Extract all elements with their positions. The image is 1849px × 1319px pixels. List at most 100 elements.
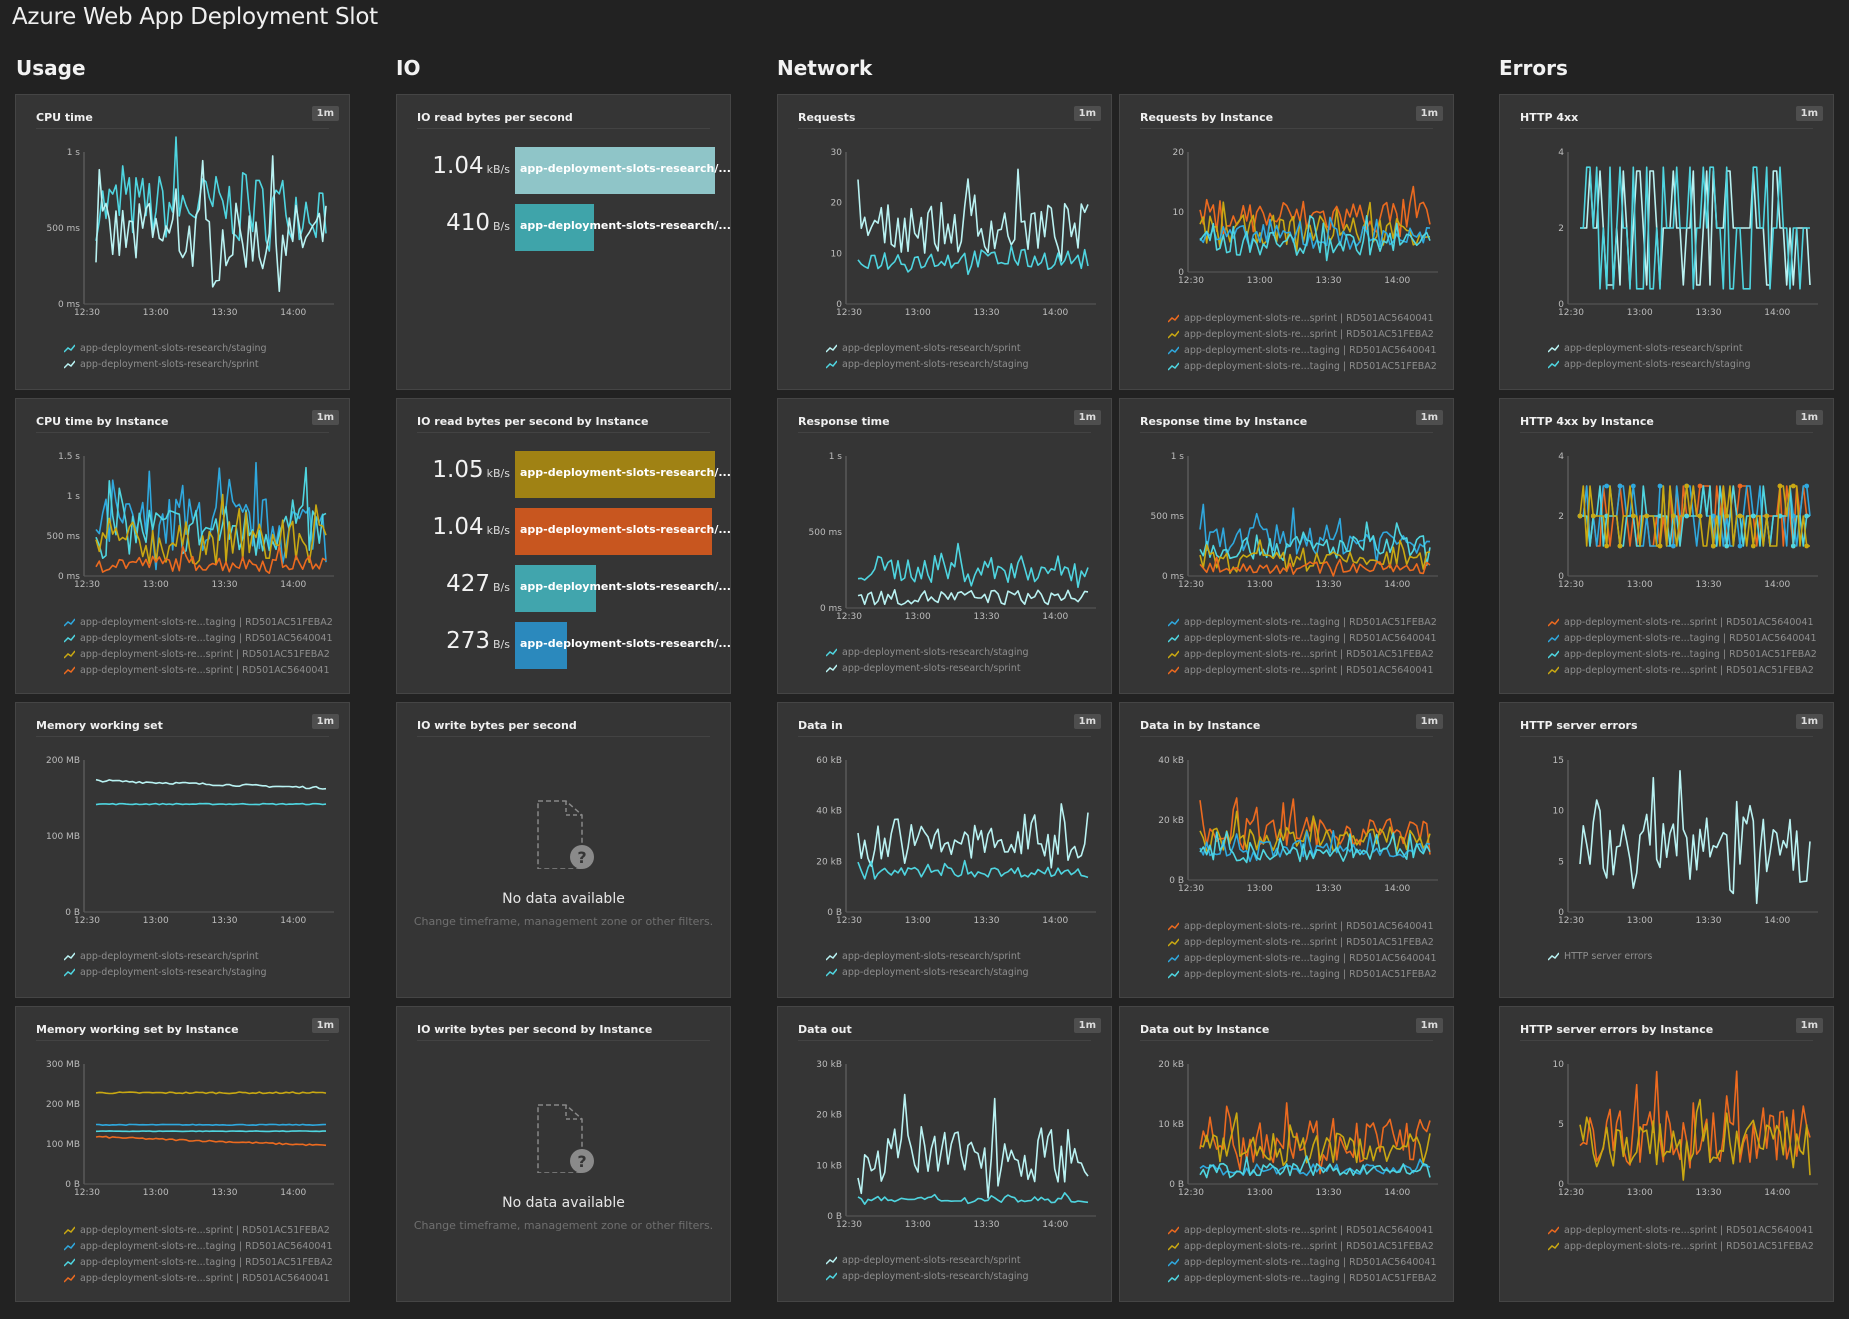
legend-item[interactable]: app-deployment-slots-re...taging | RD501… — [1168, 950, 1437, 966]
bar-row[interactable]: 427 B/s app-deployment-slots-research/... — [417, 565, 731, 612]
legend-item[interactable]: app-deployment-slots-research/sprint — [826, 1252, 1029, 1268]
timeframe-badge[interactable]: 1m — [1415, 714, 1443, 729]
timeframe-badge[interactable]: 1m — [1073, 1018, 1101, 1033]
timeframe-badge[interactable]: 1m — [1795, 714, 1823, 729]
legend-item[interactable]: app-deployment-slots-re...sprint | RD501… — [64, 1270, 333, 1286]
legend-item[interactable]: app-deployment-slots-re...sprint | RD501… — [1548, 662, 1817, 678]
legend-item[interactable]: app-deployment-slots-research/staging — [826, 356, 1029, 372]
line-chart-icon — [1168, 314, 1179, 323]
timeframe-badge[interactable]: 1m — [311, 714, 339, 729]
legend-item[interactable]: app-deployment-slots-re...taging | RD501… — [1168, 614, 1437, 630]
legend-item[interactable]: app-deployment-slots-re...sprint | RD501… — [64, 662, 333, 678]
tile-requests-by-instance[interactable]: Requests by Instance 1m 0 10 20 12:30 13:00 13:… — [1119, 94, 1454, 390]
timeframe-badge[interactable]: 1m — [1795, 410, 1823, 425]
timeframe-badge[interactable]: 1m — [1073, 106, 1101, 121]
y-tick-label: 60 kB — [816, 756, 842, 766]
tile-memory-working-set[interactable]: Memory working set 1m 0 B 100 MB 200 MB 12:30… — [15, 702, 350, 998]
tile-io-read-bytes[interactable]: IO read bytes per second 1.04 kB/s app-depl… — [396, 94, 731, 390]
bar-row[interactable]: 273 B/s app-deployment-slots-research/... — [417, 622, 731, 669]
timeframe-badge[interactable]: 1m — [1415, 410, 1443, 425]
line-chart-icon — [64, 618, 75, 627]
tile-http-4xx[interactable]: HTTP 4xx 1m 0 2 4 12:30 13:00 13:30 14:00 app-dep… — [1499, 94, 1834, 390]
legend-item[interactable]: app-deployment-slots-research/staging — [64, 340, 267, 356]
legend-item[interactable]: HTTP server errors — [1548, 948, 1652, 964]
line-chart-icon — [1168, 634, 1179, 643]
timeframe-badge[interactable]: 1m — [1415, 106, 1443, 121]
timeframe-badge[interactable]: 1m — [1073, 714, 1101, 729]
tile-io-write-bytes-by-instance[interactable]: IO write bytes per second by Instance? No… — [396, 1006, 731, 1302]
legend-item[interactable]: app-deployment-slots-re...taging | RD501… — [64, 1238, 333, 1254]
legend-item[interactable]: app-deployment-slots-re...sprint | RD501… — [1168, 934, 1437, 950]
legend-item[interactable]: app-deployment-slots-re...sprint | RD501… — [1548, 1222, 1814, 1238]
x-tick-label: 13:00 — [143, 580, 169, 590]
tile-data-in-by-instance[interactable]: Data in by Instance 1m 0 B 20 kB 40 kB 12:30 1… — [1119, 702, 1454, 998]
legend-item[interactable]: app-deployment-slots-re...taging | RD501… — [1548, 646, 1817, 662]
legend-item[interactable]: app-deployment-slots-re...sprint | RD501… — [1548, 614, 1817, 630]
tile-cpu-time-by-instance[interactable]: CPU time by Instance 1m 0 ms 500 ms 1 s 1.5 s… — [15, 398, 350, 694]
legend-item[interactable]: app-deployment-slots-research/sprint — [1548, 340, 1751, 356]
legend-item[interactable]: app-deployment-slots-re...taging | RD501… — [64, 630, 333, 646]
legend-item[interactable]: app-deployment-slots-re...taging | RD501… — [1168, 342, 1437, 358]
legend-item[interactable]: app-deployment-slots-re...sprint | RD501… — [64, 1222, 333, 1238]
tile-http-server-errors-by-instance[interactable]: HTTP server errors by Instance 1m 0 5 10 12:3… — [1499, 1006, 1834, 1302]
legend-item[interactable]: app-deployment-slots-re...sprint | RD501… — [1168, 646, 1437, 662]
tile-data-in[interactable]: Data in 1m 0 B 20 kB 40 kB 60 kB 12:30 13:00 13:… — [777, 702, 1112, 998]
bar-row[interactable]: 410 B/s app-deployment-slots-research/... — [417, 204, 731, 251]
legend-item[interactable]: app-deployment-slots-re...taging | RD501… — [1168, 1270, 1437, 1286]
tile-io-write-bytes[interactable]: IO write bytes per second? No data availa… — [396, 702, 731, 998]
y-tick-label: 200 MB — [46, 1100, 80, 1110]
tile-response-time[interactable]: Response time 1m 0 ms 500 ms 1 s 12:30 13:00 13… — [777, 398, 1112, 694]
legend-item[interactable]: app-deployment-slots-research/sprint — [826, 340, 1029, 356]
legend-item[interactable]: app-deployment-slots-re...taging | RD501… — [1548, 630, 1817, 646]
tile-http-server-errors[interactable]: HTTP server errors 1m 0 5 10 15 12:30 13:00 13:3… — [1499, 702, 1834, 998]
bar-row[interactable]: 1.04 kB/s app-deployment-slots-research/..… — [417, 147, 731, 194]
y-tick-label: 0 ms — [58, 572, 80, 582]
chart: 0 B 100 MB 200 MB 300 MB 12:30 13:00 13:30 14:0… — [46, 1060, 334, 1198]
legend-item[interactable]: app-deployment-slots-re...sprint | RD501… — [1168, 1238, 1437, 1254]
timeframe-badge[interactable]: 1m — [1795, 106, 1823, 121]
timeframe-badge[interactable]: 1m — [1415, 1018, 1443, 1033]
series-line — [95, 493, 327, 566]
series-line — [1199, 521, 1431, 566]
tile-response-time-by-instance[interactable]: Response time by Instance 1m 0 ms 500 ms 1 s… — [1119, 398, 1454, 694]
legend-item[interactable]: app-deployment-slots-research/sprint — [826, 948, 1029, 964]
legend-item[interactable]: app-deployment-slots-re...sprint | RD501… — [1168, 662, 1437, 678]
legend-item[interactable]: app-deployment-slots-re...sprint | RD501… — [64, 646, 333, 662]
line-chart-icon — [826, 968, 837, 977]
legend-item[interactable]: app-deployment-slots-research/sprint — [64, 948, 267, 964]
tile-data-out-by-instance[interactable]: Data out by Instance 1m 0 B 10 kB 20 kB 12:30… — [1119, 1006, 1454, 1302]
legend-item[interactable]: app-deployment-slots-re...taging | RD501… — [1168, 966, 1437, 982]
legend-item[interactable]: app-deployment-slots-re...sprint | RD501… — [1168, 310, 1437, 326]
legend-item[interactable]: app-deployment-slots-research/staging — [826, 644, 1029, 660]
timeframe-badge[interactable]: 1m — [311, 410, 339, 425]
legend-item[interactable]: app-deployment-slots-re...sprint | RD501… — [1548, 1238, 1814, 1254]
legend-item[interactable]: app-deployment-slots-re...sprint | RD501… — [1168, 1222, 1437, 1238]
timeframe-badge[interactable]: 1m — [311, 106, 339, 121]
timeframe-badge[interactable]: 1m — [1795, 1018, 1823, 1033]
legend-item[interactable]: app-deployment-slots-research/staging — [64, 964, 267, 980]
timeframe-badge[interactable]: 1m — [1073, 410, 1101, 425]
legend-item[interactable]: app-deployment-slots-re...taging | RD501… — [64, 1254, 333, 1270]
tile-requests[interactable]: Requests 1m 0 10 20 30 12:30 13:00 13:30 14:00 app… — [777, 94, 1112, 390]
legend-item[interactable]: app-deployment-slots-research/sprint — [64, 356, 267, 372]
legend-item[interactable]: app-deployment-slots-re...sprint | RD501… — [1168, 918, 1437, 934]
legend-label: app-deployment-slots-re...sprint | RD501… — [80, 1272, 330, 1284]
tile-memory-working-set-by-instance[interactable]: Memory working set by Instance 1m 0 B 100 M… — [15, 1006, 350, 1302]
legend-item[interactable]: app-deployment-slots-re...sprint | RD501… — [1168, 326, 1437, 342]
bar-row[interactable]: 1.05 kB/s app-deployment-slots-research/..… — [417, 451, 731, 498]
tile-http-4xx-by-instance[interactable]: HTTP 4xx by Instance 1m 0 2 4 12:30 13:00 13:30… — [1499, 398, 1834, 694]
legend-item[interactable]: app-deployment-slots-research/staging — [826, 1268, 1029, 1284]
tile-data-out[interactable]: Data out 1m 0 B 10 kB 20 kB 30 kB 12:30 13:00 13… — [777, 1006, 1112, 1302]
bar-row[interactable]: 1.04 kB/s app-deployment-slots-research/..… — [417, 508, 731, 555]
legend-item[interactable]: app-deployment-slots-research/staging — [1548, 356, 1751, 372]
legend-label: app-deployment-slots-re...taging | RD501… — [1184, 344, 1437, 356]
legend-item[interactable]: app-deployment-slots-re...taging | RD501… — [1168, 358, 1437, 374]
tile-cpu-time[interactable]: CPU time 1m 0 ms 500 ms 1 s 12:30 13:00 13:30 14… — [15, 94, 350, 390]
tile-io-read-bytes-by-instance[interactable]: IO read bytes per second by Instance 1.05… — [396, 398, 731, 694]
legend-item[interactable]: app-deployment-slots-re...taging | RD501… — [1168, 630, 1437, 646]
legend-item[interactable]: app-deployment-slots-re...taging | RD501… — [64, 614, 333, 630]
legend-item[interactable]: app-deployment-slots-research/staging — [826, 964, 1029, 980]
legend-item[interactable]: app-deployment-slots-research/sprint — [826, 660, 1029, 676]
timeframe-badge[interactable]: 1m — [311, 1018, 339, 1033]
legend-item[interactable]: app-deployment-slots-re...taging | RD501… — [1168, 1254, 1437, 1270]
